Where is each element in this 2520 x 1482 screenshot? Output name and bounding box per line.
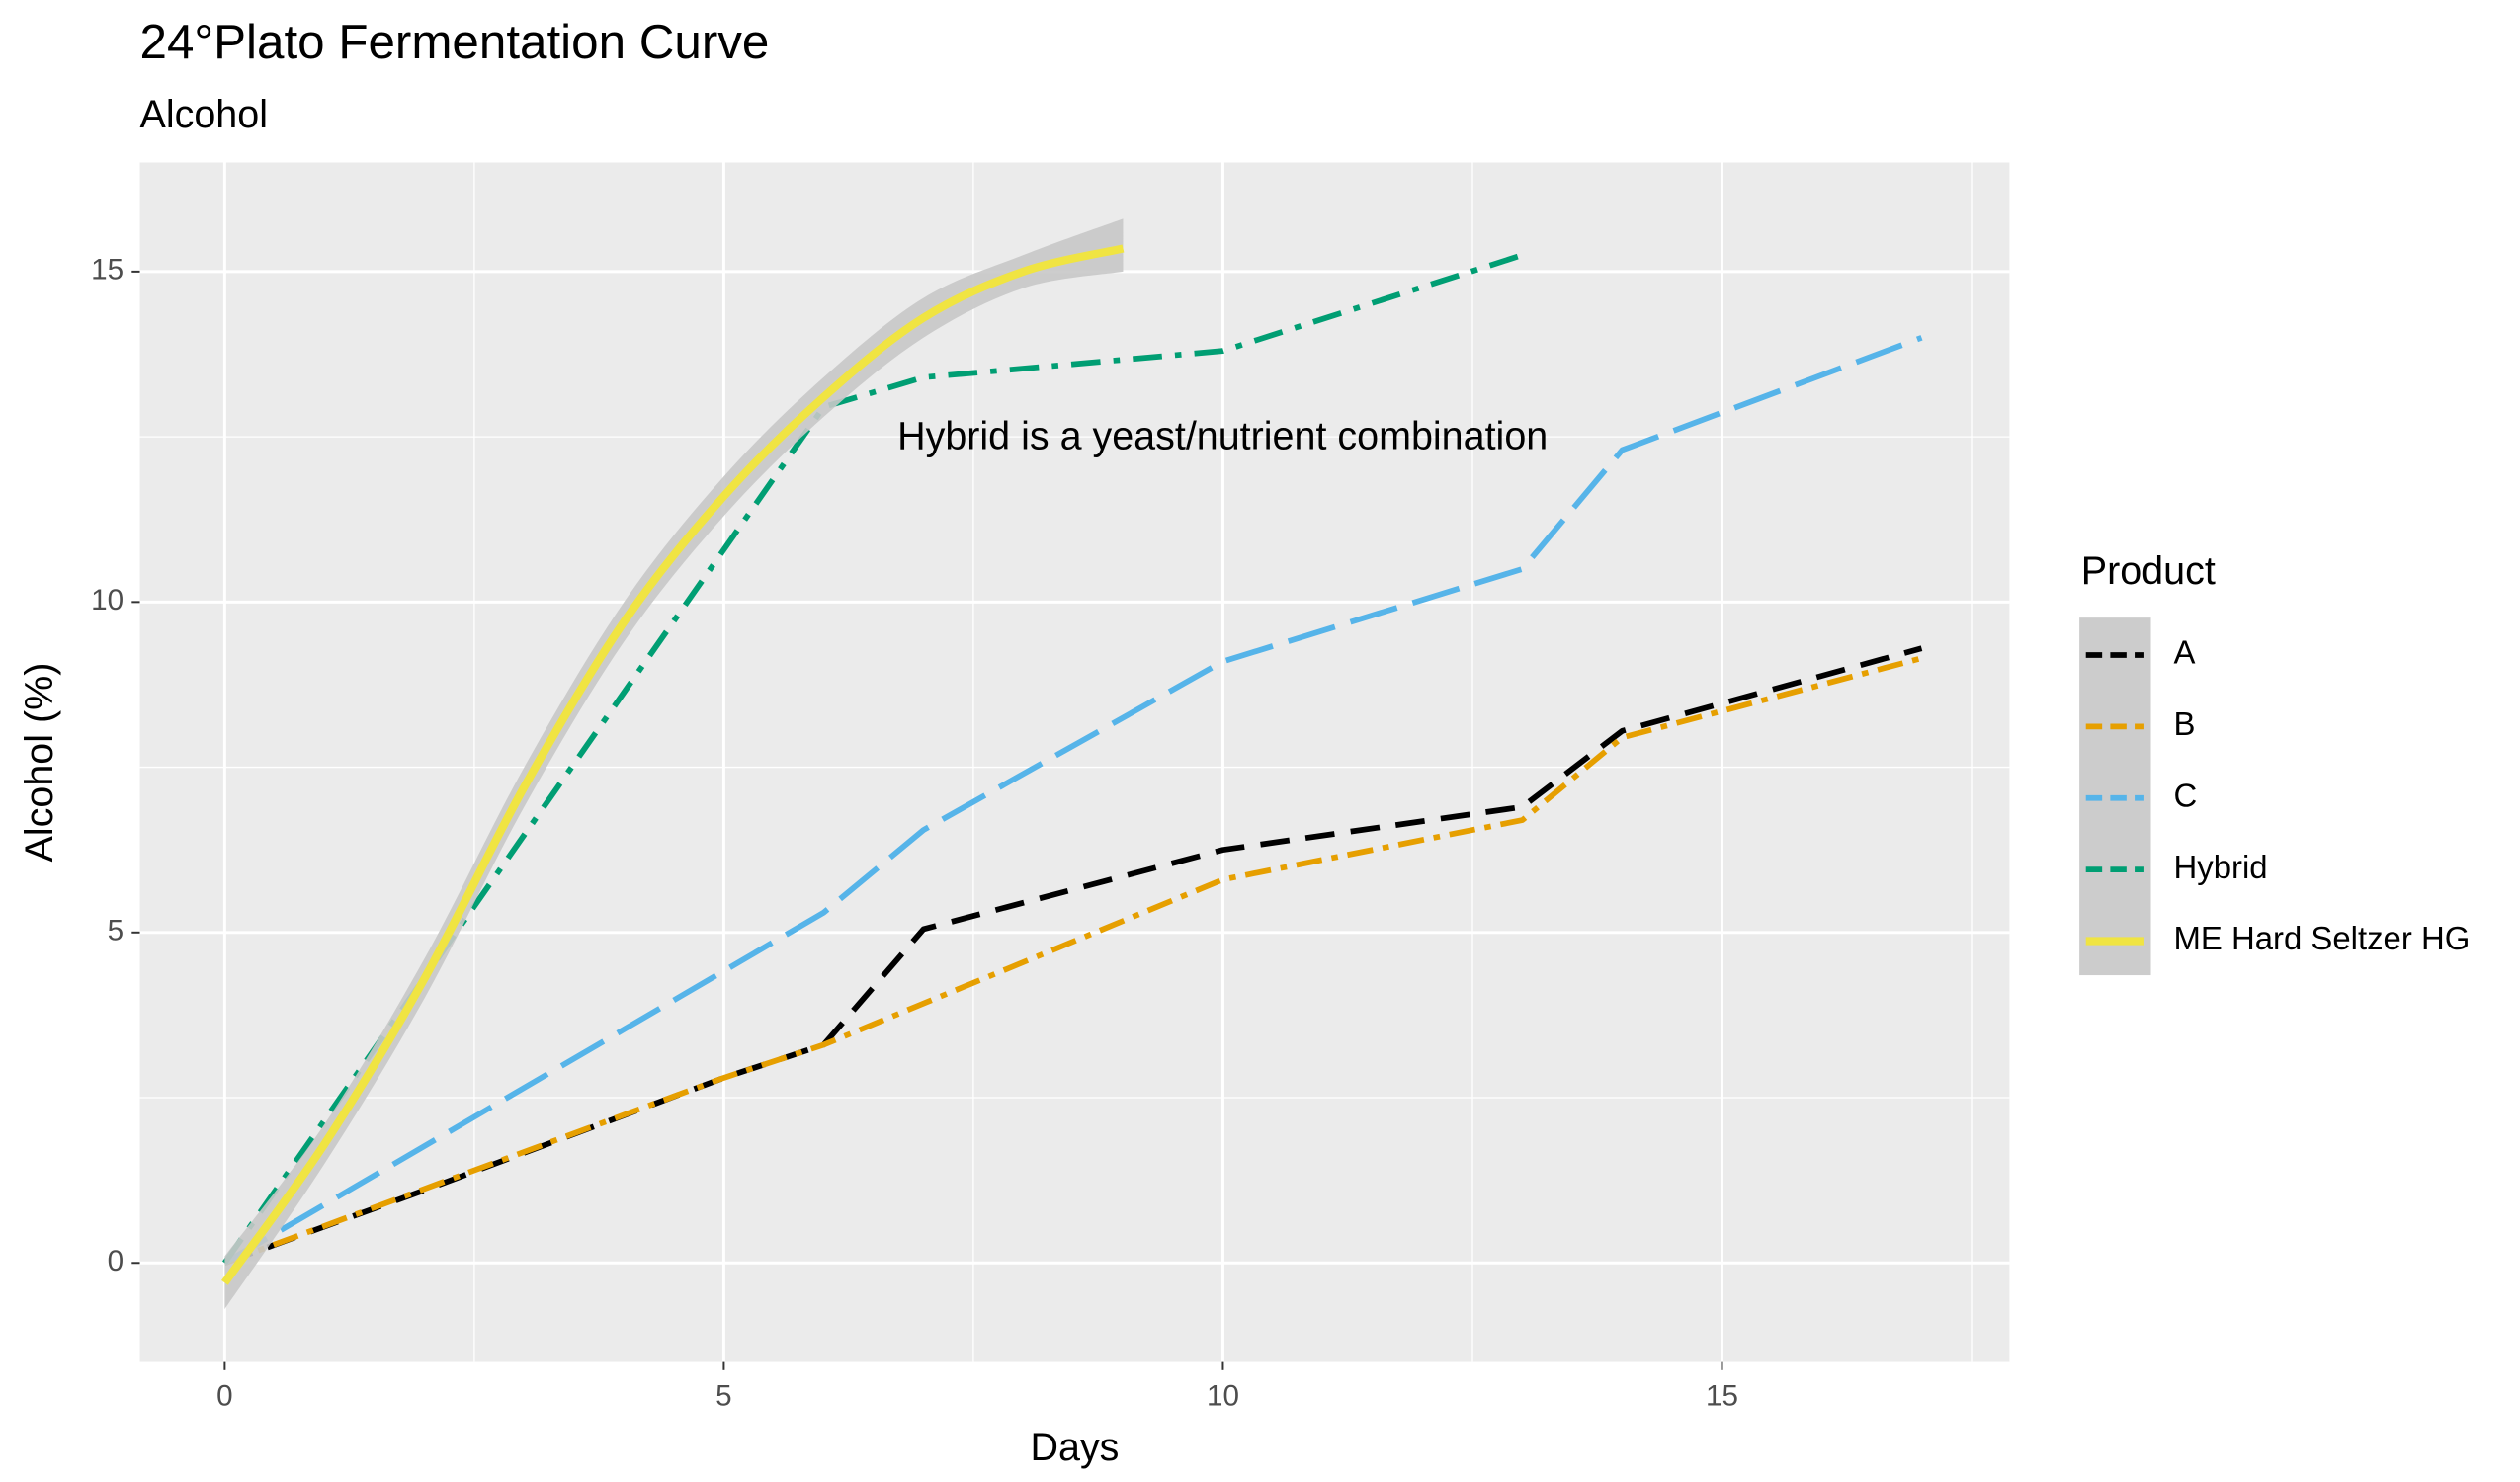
series-line: [222, 252, 1524, 1265]
series-line: [222, 335, 1923, 1266]
x-tick-label: 15: [1706, 1380, 1738, 1413]
annotation: Hybrid is a yeast/nutrient combination: [897, 415, 1548, 458]
chart-title: 24°Plato Fermentation Curve: [140, 15, 770, 69]
y-tick-label: 10: [91, 584, 124, 617]
y-axis-title: Alcohol (%): [18, 663, 61, 863]
legend-label: B: [2174, 705, 2196, 742]
plot-panel: [139, 162, 2010, 1362]
legend-label: C: [2174, 777, 2198, 813]
series-line: [221, 244, 1125, 1285]
y-tick-label: 0: [108, 1245, 124, 1277]
y-tick-label: 15: [91, 254, 124, 287]
legend-label: ME Hard Seltzer HG: [2174, 920, 2471, 956]
series-line: [223, 655, 1923, 1266]
legend-label: A: [2174, 634, 2196, 671]
chart-subtitle: Alcohol: [140, 93, 268, 136]
x-tick-label: 5: [715, 1380, 731, 1413]
x-tick-label: 0: [216, 1380, 232, 1413]
legend-title: Product: [2081, 549, 2216, 593]
x-axis-title: Days: [1030, 1426, 1119, 1469]
legend-label: Hybrid: [2174, 849, 2268, 885]
y-tick-label: 5: [108, 915, 124, 947]
x-tick-label: 10: [1207, 1380, 1239, 1413]
